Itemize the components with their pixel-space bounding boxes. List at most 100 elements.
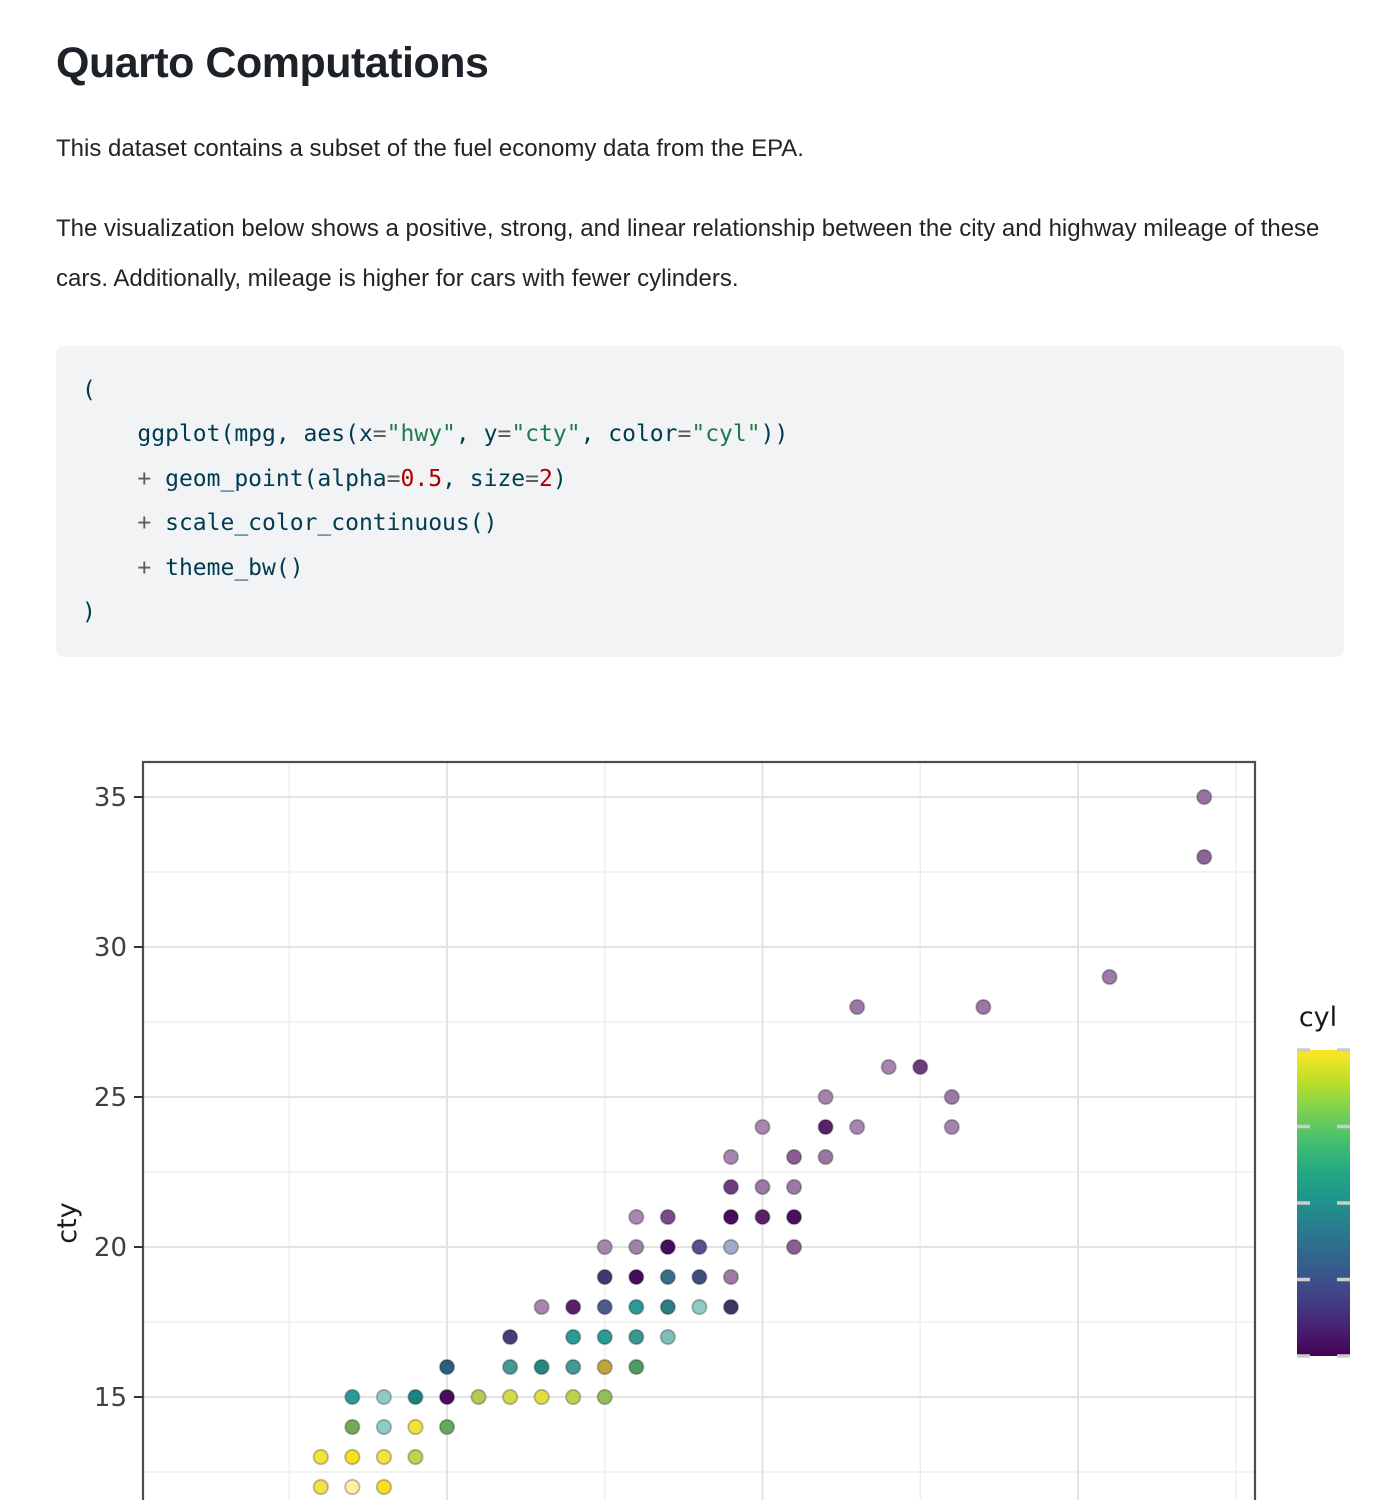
data-point — [722, 1238, 740, 1256]
data-point — [407, 1418, 424, 1436]
data-point — [344, 1448, 361, 1466]
y-axis-title: cty — [52, 1202, 83, 1243]
data-point — [501, 1358, 519, 1376]
data-point — [817, 1088, 834, 1106]
data-point — [596, 1388, 613, 1406]
y-axis-tick-label: 20 — [94, 1233, 127, 1263]
data-point — [1196, 848, 1213, 866]
y-axis-tick-label: 30 — [94, 933, 127, 963]
data-point — [817, 1118, 834, 1136]
data-point — [344, 1388, 361, 1406]
scatter-plot: 15 20 25 30 35 cty cyl — [52, 760, 1350, 1505]
code-token: , color — [580, 421, 678, 448]
data-point — [785, 1238, 803, 1256]
data-point — [438, 1388, 456, 1406]
code-token: geom_point(alpha — [151, 465, 387, 492]
data-point — [375, 1448, 392, 1466]
data-point — [691, 1268, 708, 1286]
code-token: 2 — [539, 465, 553, 492]
data-point — [785, 1208, 803, 1226]
data-point — [596, 1328, 613, 1346]
data-point — [407, 1388, 424, 1406]
data-point — [533, 1388, 550, 1406]
code-token: scale_color_continuous() — [151, 510, 498, 537]
data-point — [659, 1328, 676, 1346]
code-token: )) — [760, 421, 789, 448]
panel-border — [141, 760, 1257, 1505]
code-token: ) — [82, 599, 96, 626]
data-point — [722, 1208, 740, 1226]
data-point — [754, 1208, 771, 1226]
data-point — [501, 1328, 519, 1346]
code-token: = — [497, 421, 512, 448]
code-token: "cyl" — [691, 421, 761, 448]
code-token: = — [525, 465, 540, 492]
data-point — [722, 1178, 740, 1196]
data-point — [849, 998, 866, 1016]
data-point — [628, 1358, 645, 1376]
data-point — [533, 1298, 550, 1316]
data-point — [438, 1358, 456, 1376]
data-point — [596, 1268, 613, 1286]
data-point — [407, 1448, 424, 1466]
code-token: , y — [455, 421, 498, 448]
data-point — [596, 1298, 613, 1316]
code-token: "cty" — [511, 421, 581, 448]
code-token: + — [137, 510, 152, 537]
data-point — [691, 1238, 708, 1256]
data-point — [880, 1058, 897, 1076]
data-point — [628, 1268, 645, 1286]
data-point — [659, 1298, 676, 1316]
data-point — [722, 1148, 740, 1166]
data-point — [659, 1208, 676, 1226]
data-point — [312, 1478, 329, 1496]
code-listing: ( ggplot(mpg, aes(x="hwy", y="cty", colo… — [82, 368, 1318, 635]
data-point — [943, 1118, 960, 1136]
data-point — [312, 1448, 329, 1466]
data-point — [691, 1298, 708, 1316]
data-point — [344, 1478, 361, 1496]
data-point — [628, 1298, 645, 1316]
data-point — [722, 1298, 740, 1316]
data-point — [912, 1058, 929, 1076]
data-point — [375, 1418, 392, 1436]
data-point — [438, 1418, 456, 1436]
code-token: + — [137, 554, 152, 581]
data-point — [596, 1238, 613, 1256]
data-point — [659, 1268, 676, 1286]
code-token: ) — [552, 465, 567, 492]
code-token — [82, 555, 137, 581]
data-point — [817, 1148, 834, 1166]
code-token: = — [372, 421, 387, 448]
data-point — [943, 1088, 960, 1106]
data-point — [344, 1418, 361, 1436]
data-point — [754, 1178, 771, 1196]
data-point — [628, 1208, 645, 1226]
y-axis-tick-label: 25 — [94, 1083, 127, 1113]
paragraph-description: The visualization below shows a positive… — [56, 214, 1320, 292]
code-token: theme_bw() — [151, 554, 304, 581]
data-point — [533, 1358, 550, 1376]
code-token: ( — [82, 376, 96, 403]
data-point — [375, 1478, 392, 1496]
data-point — [785, 1178, 803, 1196]
data-point — [722, 1268, 740, 1286]
code-token: + — [137, 465, 152, 492]
plot-panel — [143, 762, 1255, 1505]
code-token: , size — [442, 465, 526, 492]
figure-container: 15 20 25 30 35 cty cyl — [0, 745, 1400, 1505]
y-axis-tick-label: 35 — [94, 783, 127, 813]
data-point — [375, 1388, 392, 1406]
data-point — [1196, 788, 1213, 806]
code-token — [82, 510, 137, 536]
data-point — [565, 1388, 582, 1406]
data-point — [849, 1118, 866, 1136]
data-point — [659, 1238, 676, 1256]
code-token — [82, 466, 137, 492]
data-point — [565, 1358, 582, 1376]
code-block: ( ggplot(mpg, aes(x="hwy", y="cty", colo… — [56, 345, 1344, 657]
data-point — [1101, 968, 1118, 986]
data-point — [565, 1328, 582, 1346]
document-content: Quarto Computations This dataset contain… — [0, 0, 1400, 657]
